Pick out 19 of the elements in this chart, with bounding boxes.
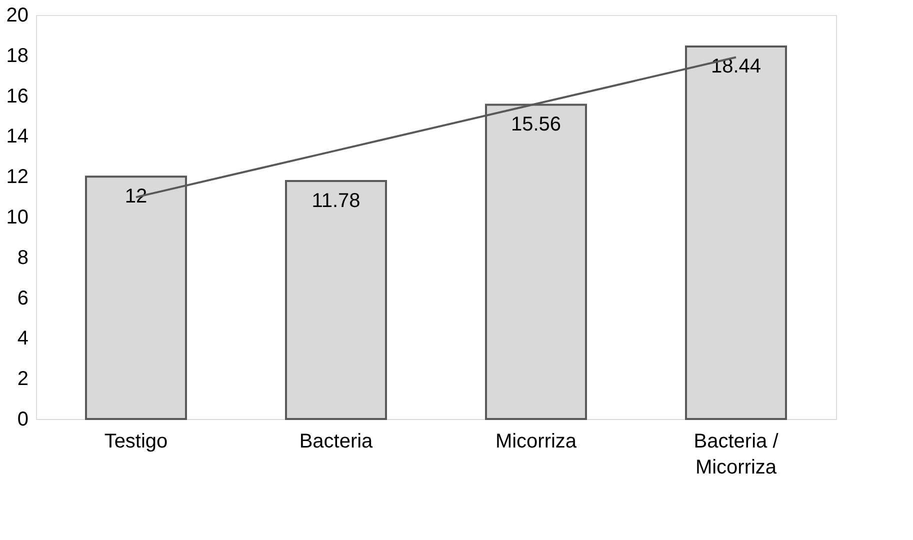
y-tick-label: 0 (17, 408, 28, 430)
x-tick-label: Bacteria (299, 430, 374, 452)
data-label: 11.78 (312, 190, 360, 212)
y-tick-label: 4 (17, 328, 28, 350)
y-tick-label: 6 (17, 287, 28, 310)
x-tick-label: Testigo (104, 430, 168, 452)
y-tick-label: 16 (6, 85, 28, 108)
bar (285, 180, 387, 420)
y-tick-label: 12 (6, 166, 28, 188)
data-label: 15.56 (510, 114, 562, 136)
y-tick-label: 18 (6, 44, 28, 67)
x-tick-label: Micorriza (495, 430, 578, 452)
x-tick-label: Bacteria / Micorriza (694, 430, 779, 478)
y-tick-label: 10 (6, 206, 28, 228)
y-tick-label: 20 (6, 4, 28, 26)
y-tick-label: 8 (17, 246, 28, 269)
y-tick-label: 14 (6, 126, 28, 148)
y-tick-label: 2 (17, 368, 28, 390)
data-label: 12 (124, 186, 148, 208)
